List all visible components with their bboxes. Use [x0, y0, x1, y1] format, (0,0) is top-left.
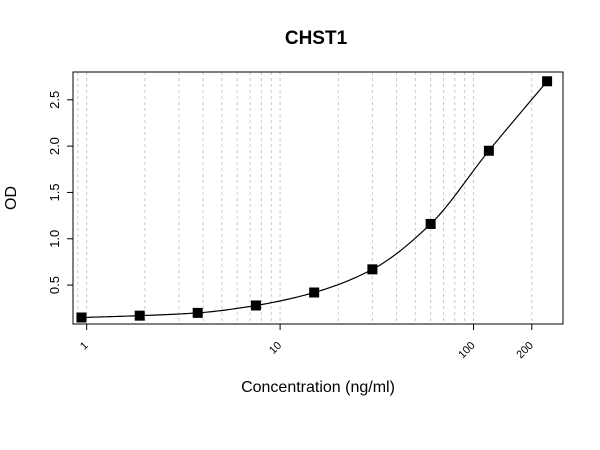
data-point: [542, 76, 553, 87]
data-point: [483, 145, 494, 156]
x-axis-label: Concentration (ng/ml): [241, 379, 395, 396]
y-axis: 0.5 1.0 1.5 2.0 2.5: [47, 91, 73, 294]
x-axis: 1 10 100 200: [78, 324, 536, 361]
grid: [77, 72, 533, 324]
data-points: [76, 76, 553, 323]
y-tick-label: 2.5: [47, 91, 62, 109]
fit-curve: [81, 80, 548, 319]
y-tick-label: 0.5: [47, 276, 62, 294]
chart-title: CHST1: [285, 28, 348, 49]
data-point: [309, 287, 320, 298]
plot-frame: [72, 71, 564, 325]
x-tick-label: 200: [514, 340, 535, 361]
fit-curve-layer: [81, 80, 548, 319]
x-tick-label: 100: [456, 340, 477, 361]
y-tick-label: 1.0: [47, 230, 62, 248]
data-point: [250, 300, 261, 311]
x-tick-label: 1: [78, 340, 91, 353]
data-point: [367, 264, 378, 275]
y-tick-label: 2.0: [47, 137, 62, 155]
y-axis-label: OD: [3, 186, 20, 210]
data-point: [76, 312, 87, 323]
data-point: [425, 218, 436, 229]
y-tick-label: 1.5: [47, 183, 62, 201]
data-point: [134, 310, 145, 321]
data-point: [192, 307, 203, 318]
x-tick-label: 10: [267, 340, 284, 357]
